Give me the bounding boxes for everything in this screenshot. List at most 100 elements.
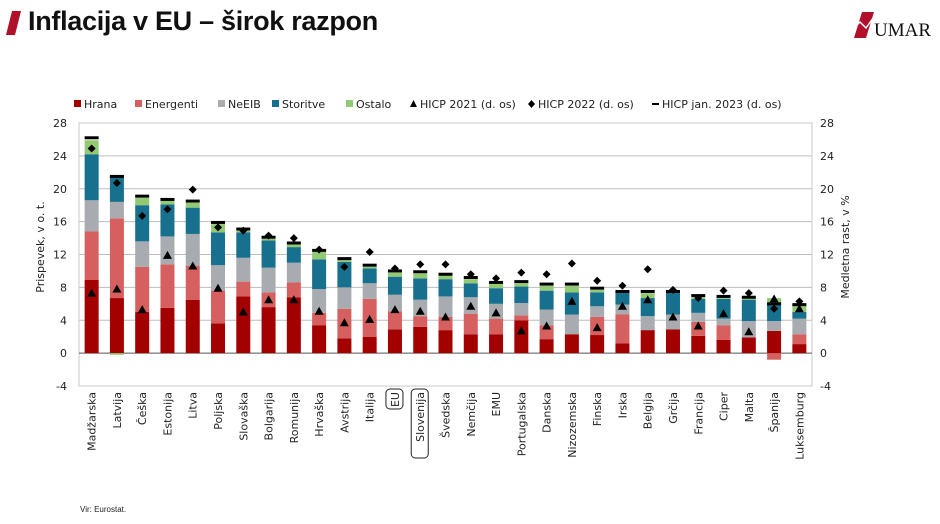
legend-swatch-hrana	[74, 100, 81, 107]
hicp-jan-2023-marker	[665, 289, 680, 293]
bar-ostalo	[261, 238, 276, 241]
bar-storitve	[84, 154, 99, 201]
category-label: Irska	[616, 392, 629, 418]
legend-swatch-neeib	[218, 100, 225, 107]
bar-hrana	[792, 344, 807, 354]
category-label: Finska	[591, 392, 604, 426]
hicp-jan-2023-marker	[438, 272, 453, 276]
bar-energenti	[615, 314, 630, 344]
bar-storitve	[792, 312, 807, 319]
bar-hrana	[539, 339, 554, 354]
hicp-2021-marker	[314, 306, 324, 315]
bar-storitve	[160, 204, 175, 237]
bar-storitve	[109, 175, 124, 202]
hicp-2021-marker	[87, 288, 97, 297]
bar-storitve	[135, 205, 150, 242]
hicp-2022-marker	[593, 276, 602, 285]
bar-neeib	[792, 318, 807, 335]
hicp-2021-marker	[744, 327, 754, 336]
bar-ostalo	[716, 297, 731, 299]
hicp-2021-marker	[617, 301, 627, 310]
bar-neeib	[135, 241, 150, 267]
hicp-jan-2023-marker	[413, 270, 428, 274]
bar-neeib	[767, 321, 782, 331]
bar-neeib	[665, 314, 680, 330]
hicp-jan-2023-marker	[590, 286, 605, 290]
bar-neeib	[261, 267, 276, 293]
hicp-2022-marker	[112, 178, 121, 187]
category-label: Ciper	[718, 392, 731, 421]
hicp-2022-marker	[567, 259, 576, 268]
y-tick-label: 0	[60, 347, 67, 360]
bar-storitve	[590, 292, 605, 307]
legend-label: Storitve	[282, 98, 325, 111]
hicp-jan-2023-marker	[792, 303, 807, 307]
hicp-2022-marker	[719, 286, 728, 295]
bar-storitve	[413, 278, 428, 300]
bar-energenti	[413, 316, 428, 327]
bar-ostalo	[514, 283, 529, 287]
bar-hrana	[716, 339, 731, 354]
bar-ostalo	[135, 197, 150, 206]
bar-ostalo	[590, 289, 605, 293]
hicp-2021-marker	[415, 306, 425, 315]
category-label: Latvija	[111, 392, 124, 429]
umar-logo: UMAR	[852, 12, 931, 41]
bar-hrana	[590, 335, 605, 354]
legend-swatch-storitve	[272, 100, 279, 107]
hicp-2022-marker	[87, 144, 96, 153]
category-label: Švedska	[440, 392, 453, 438]
hicp-jan-2023-marker	[564, 282, 579, 286]
bar-ostalo	[362, 266, 377, 269]
bar-neeib	[387, 294, 402, 312]
y-tick-label: 12	[53, 249, 67, 262]
bar-hrana	[665, 329, 680, 354]
bar-hrana	[691, 335, 706, 354]
bar-storitve	[312, 259, 327, 290]
hicp-2021-marker	[137, 305, 147, 314]
bar-hrana	[160, 307, 175, 354]
bar-storitve	[337, 261, 352, 288]
category-label: Poljska	[212, 392, 225, 430]
bar-energenti	[489, 318, 504, 335]
bar-ostalo	[185, 202, 200, 208]
legend-diamond-icon	[528, 100, 535, 108]
bar-hrana	[615, 343, 630, 354]
hicp-jan-2023-marker	[691, 294, 706, 298]
category-label: Belgija	[642, 392, 655, 429]
bar-neeib	[185, 233, 200, 267]
y-axis-right: -4 0 4 8 12 16 20 24 28	[820, 117, 834, 393]
category-label: Slovenija	[414, 392, 427, 442]
hicp-2021-marker	[693, 321, 703, 330]
bar-hrana	[741, 337, 756, 354]
bar-energenti	[716, 325, 731, 340]
hicp-2021-marker	[668, 312, 678, 321]
hicp-2022-marker	[163, 205, 172, 214]
bar-storitve	[665, 292, 680, 315]
y-tick-label: 28	[53, 117, 67, 130]
bar-hrana	[640, 330, 655, 354]
hicp-2021-marker	[238, 307, 248, 316]
category-label: Danska	[541, 392, 554, 433]
bar-storitve	[615, 292, 630, 305]
bar-storitve	[463, 283, 478, 298]
hicp-2021-marker	[719, 309, 729, 318]
category-label: Avstrija	[338, 392, 351, 433]
hicp-jan-2023-marker	[236, 227, 251, 231]
category-label: Češka	[136, 392, 149, 425]
bar-hrana	[312, 325, 327, 354]
legend-swatch-ostalo	[346, 100, 353, 107]
category-label: Romunija	[288, 392, 301, 443]
legend-triangle-icon	[410, 100, 417, 107]
bar-neeib	[590, 306, 605, 317]
bar-hrana	[413, 326, 428, 354]
bar-ostalo	[109, 353, 124, 355]
bar-neeib	[716, 318, 731, 326]
hicp-2021-marker	[365, 314, 375, 323]
y-tick-label: 16	[53, 216, 67, 229]
bar-energenti	[109, 218, 124, 299]
hicp-2022-marker	[340, 262, 349, 271]
hicp-2021-marker	[162, 250, 172, 259]
bar-hrana	[135, 312, 150, 354]
